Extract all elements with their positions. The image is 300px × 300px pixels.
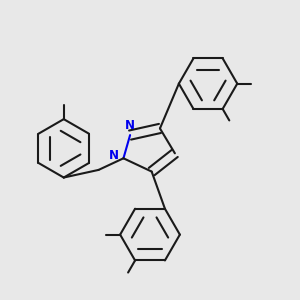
Text: N: N xyxy=(125,119,135,132)
Text: N: N xyxy=(109,149,119,162)
